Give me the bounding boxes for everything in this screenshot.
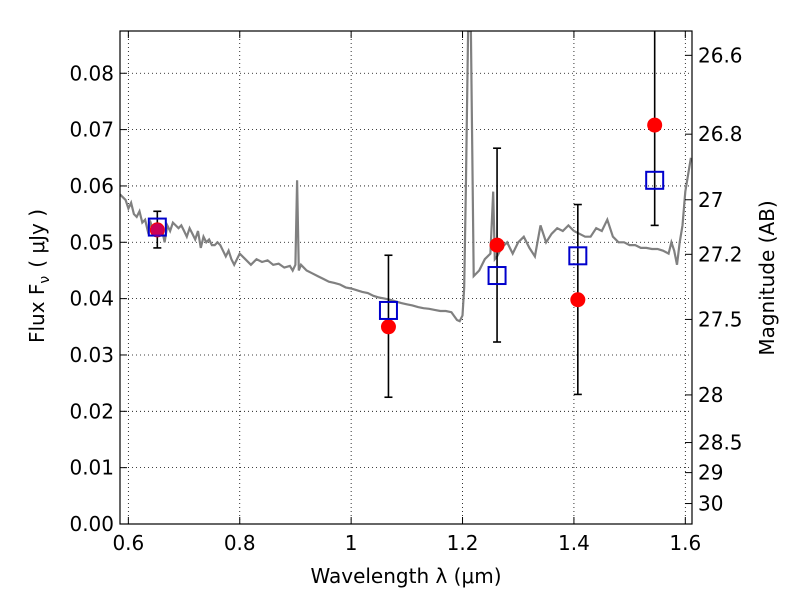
x-tick-label: 1 [345,531,358,555]
y-tick-label: 0.04 [69,287,114,311]
error-bars [153,31,659,399]
y-axis-label-sub: ν [37,276,53,284]
model-point [487,266,507,286]
grid-lines [120,31,692,525]
plot-frame [119,30,693,525]
y-tick-label: 0.03 [69,343,114,367]
x-axis-label: Wavelength λ (μm) [310,564,501,588]
x-tick-label: 0.8 [224,531,256,555]
x-tick-label: 1.4 [558,531,590,555]
y-tick-label: 0.00 [69,512,114,536]
data-points [147,117,665,335]
y-tick-label: 0.01 [69,456,114,480]
observed-point [647,117,663,133]
y-tick-label: 0.07 [69,118,114,142]
y-tick-label: 0.05 [69,230,114,254]
overlap-point [150,223,164,237]
y-axis-label-unit: ( μJy ) [25,209,49,268]
y-axis-label: Flux Fν ( μJy ) [25,209,53,343]
x-tick-label: 1.6 [669,531,701,555]
y2-tick-label: 26.6 [698,43,743,67]
observed-point [570,292,586,308]
x-tick-label: 1.2 [447,531,479,555]
x-tick-label: 0.6 [112,531,144,555]
y2-tick-label: 27.5 [698,307,743,331]
model-point [645,170,665,190]
tick-labels: 0.6 0.8 1 1.2 1.4 1.6 0.00 0.01 0.02 0.03 0.04 0.05… [69,43,742,555]
y2-tick-label: 28.5 [698,431,743,455]
y2-tick-label: 27.2 [698,242,743,266]
y-tick-label: 0.06 [69,174,114,198]
model-point [568,246,588,266]
y-tick-label: 0.08 [69,61,114,85]
observed-point [380,319,396,335]
y-axis-label-main: Flux F [25,284,49,343]
model-spectrum [120,31,692,323]
y2-tick-label: 30 [698,492,723,516]
y2-tick-label: 27 [698,188,723,212]
y2-tick-label: 26.8 [698,122,743,146]
spectrum-line [120,31,692,323]
observed-point [489,237,505,253]
axis-ticks [120,31,692,525]
y-tick-label: 0.02 [69,399,114,423]
y2-tick-label: 28 [698,383,723,407]
y2-tick-label: 29 [698,461,723,485]
model-point [378,300,398,320]
y2-axis-label: Magnitude (AB) [755,200,779,355]
